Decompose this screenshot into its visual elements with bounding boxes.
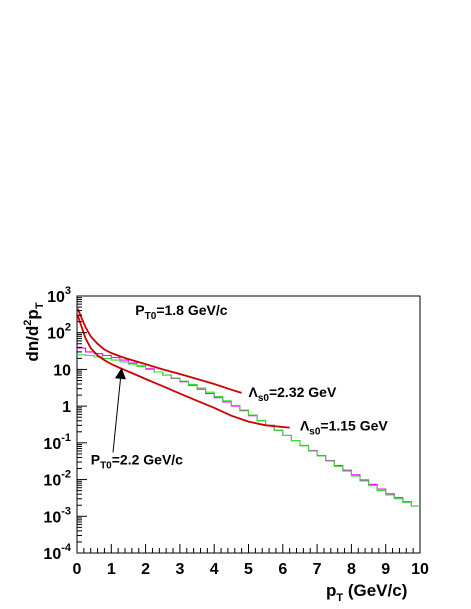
series-1-line bbox=[77, 354, 420, 507]
y-axis-title-b: p bbox=[23, 309, 42, 319]
x-tick-label: 8 bbox=[347, 561, 356, 578]
y-tick-label: 10-3 bbox=[43, 505, 71, 526]
annotation-2: Λs0=1.15 GeV bbox=[300, 417, 388, 437]
x-tick-label: 9 bbox=[381, 561, 390, 578]
x-tick-label: 6 bbox=[278, 561, 287, 578]
y-axis-title-sub: T bbox=[34, 302, 46, 309]
x-axis-title: pT (GeV/c) bbox=[326, 581, 407, 604]
x-tick-label: 7 bbox=[313, 561, 322, 578]
arrow-head bbox=[115, 367, 126, 380]
series-2-line bbox=[77, 308, 242, 394]
y-axis-title: dn/d2pT bbox=[22, 302, 46, 361]
x-axis-title-main: p bbox=[326, 581, 336, 600]
x-tick-label: 3 bbox=[175, 561, 184, 578]
y-axis-title-a: dn/d bbox=[23, 326, 42, 362]
x-tick-label: 1 bbox=[107, 561, 116, 578]
y-tick-label: 10 bbox=[53, 362, 71, 379]
x-tick-label: 10 bbox=[411, 561, 429, 578]
y-tick-label: 10-2 bbox=[43, 469, 71, 490]
y-tick-label: 1 bbox=[62, 399, 71, 416]
x-axis-title-rest: (GeV/c) bbox=[343, 581, 407, 600]
axes-layer: 0 1 2 3 4 5 6 7 8 9 10 10-4 10-3 10-2 10-1 1 10 102 103 bbox=[43, 285, 429, 578]
annotation-layer: PT0=1.8 GeV/c Λs0=2.32 GeV Λs0=1.15 GeV PT0… bbox=[91, 302, 389, 471]
annotation-1: Λs0=2.32 GeV bbox=[249, 384, 337, 404]
x-axis-title-sub: T bbox=[336, 592, 343, 604]
x-tick-label: 5 bbox=[244, 561, 253, 578]
y-tick-label: 103 bbox=[47, 285, 71, 306]
y-tick-label: 10-4 bbox=[43, 542, 71, 563]
series-layer bbox=[77, 308, 420, 507]
annotation-3: PT0=2.2 GeV/c bbox=[91, 451, 183, 471]
x-tick-label: 0 bbox=[73, 561, 82, 578]
series-3-line bbox=[77, 314, 290, 429]
y-tick-label: 10-1 bbox=[43, 432, 71, 453]
y-tick-label: 102 bbox=[47, 322, 71, 343]
annotation-0: PT0=1.8 GeV/c bbox=[135, 302, 227, 322]
x-tick-label: 2 bbox=[141, 561, 150, 578]
arrow-shaft bbox=[112, 367, 123, 453]
y-axis-title-sup: 2 bbox=[22, 320, 34, 326]
x-tick-label: 4 bbox=[210, 561, 219, 578]
